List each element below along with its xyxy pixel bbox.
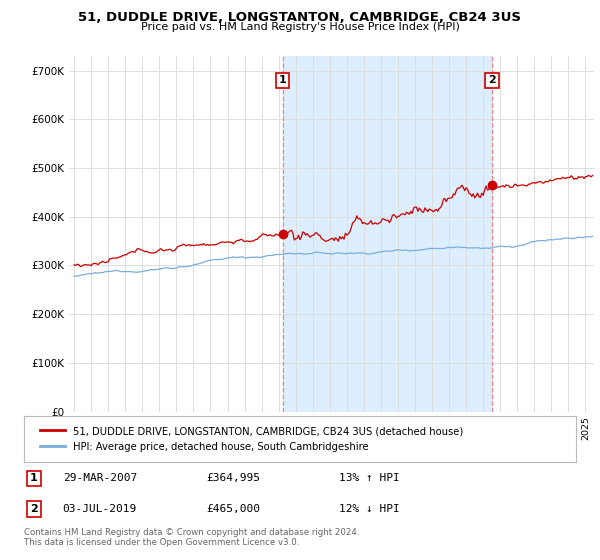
Text: 2: 2 (30, 504, 38, 514)
Bar (283, 56, 492, 412)
Text: 2: 2 (488, 76, 496, 85)
Text: Contains HM Land Registry data © Crown copyright and database right 2024.
This d: Contains HM Land Registry data © Crown c… (24, 528, 359, 547)
Text: Price paid vs. HM Land Registry's House Price Index (HPI): Price paid vs. HM Land Registry's House … (140, 22, 460, 32)
Text: £465,000: £465,000 (206, 504, 260, 514)
Text: 51, DUDDLE DRIVE, LONGSTANTON, CAMBRIDGE, CB24 3US: 51, DUDDLE DRIVE, LONGSTANTON, CAMBRIDGE… (79, 11, 521, 24)
Legend: 51, DUDDLE DRIVE, LONGSTANTON, CAMBRIDGE, CB24 3US (detached house), HPI: Averag: 51, DUDDLE DRIVE, LONGSTANTON, CAMBRIDGE… (35, 421, 468, 457)
Text: 1: 1 (279, 76, 286, 85)
Text: 03-JUL-2019: 03-JUL-2019 (62, 504, 137, 514)
Text: 12% ↓ HPI: 12% ↓ HPI (338, 504, 400, 514)
Text: 29-MAR-2007: 29-MAR-2007 (62, 473, 137, 483)
Text: £364,995: £364,995 (206, 473, 260, 483)
Text: 13% ↑ HPI: 13% ↑ HPI (338, 473, 400, 483)
Text: 1: 1 (30, 473, 38, 483)
